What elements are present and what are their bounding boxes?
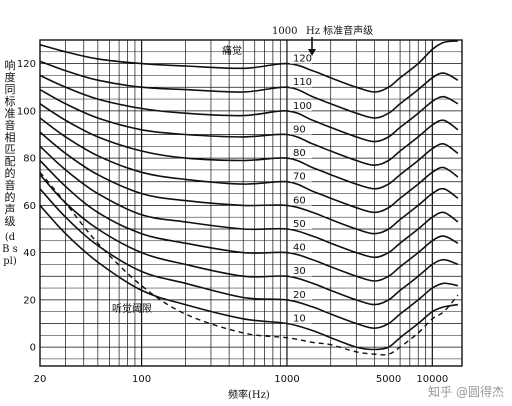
x-tick-label: 5000 xyxy=(376,374,401,385)
y-tick-label: 120 xyxy=(17,59,36,70)
standard-tone-arrowhead xyxy=(308,49,316,56)
x-tick-label: 20 xyxy=(34,374,47,385)
loudness-curve xyxy=(39,188,459,330)
x-axis-title: 频率(Hz) xyxy=(228,388,270,401)
phon-label: 60 xyxy=(293,195,306,206)
phon-label-bg xyxy=(289,217,312,229)
phon-label: 80 xyxy=(293,148,306,159)
y-axis-title-text: 响度同标准音相匹配的音的声级 xyxy=(4,59,16,228)
phon-label-bg xyxy=(289,312,312,324)
phon-label: 70 xyxy=(293,172,306,183)
pain-annotation: 痛觉 xyxy=(222,44,242,57)
phon-label-bg xyxy=(289,194,312,206)
loudness-curve xyxy=(39,145,459,259)
loudness-curve xyxy=(39,204,459,351)
phon-label-bg xyxy=(289,99,312,111)
phon-label-bg xyxy=(289,241,312,253)
equal-loudness-curves xyxy=(39,40,459,351)
loudness-curve xyxy=(39,159,459,282)
loudness-curve xyxy=(39,40,458,93)
loudness-curve xyxy=(39,103,459,190)
y-tick-label: 60 xyxy=(23,201,36,212)
phon-label-bg xyxy=(289,76,312,88)
loudness-curve xyxy=(39,117,459,214)
header-left-label: 1000 xyxy=(272,26,297,37)
x-tick-labels: 20 100 1000 5000 10000 xyxy=(34,374,449,385)
phon-label: 120 xyxy=(293,54,312,65)
hearing-threshold-curve xyxy=(39,171,459,356)
phon-label: 10 xyxy=(293,313,306,324)
grid xyxy=(39,40,462,366)
loudness-curve xyxy=(39,74,459,143)
phon-label: 30 xyxy=(293,266,306,277)
x-tick-label: 100 xyxy=(132,374,151,385)
plot-frame xyxy=(39,39,463,367)
x-tick-label: 10000 xyxy=(416,374,448,385)
x-tick-label: 1000 xyxy=(274,374,299,385)
header-right-label: Hz 标准音声级 xyxy=(306,24,373,37)
phon-label-bg xyxy=(289,265,312,277)
phon-label: 100 xyxy=(293,101,312,112)
phon-labels: 120 110 100 90 80 70 60 50 40 30 20 10 xyxy=(289,52,312,324)
phon-label: 50 xyxy=(293,219,306,230)
phon-label: 20 xyxy=(293,290,306,301)
phon-label: 110 xyxy=(293,77,312,88)
phon-label-bg xyxy=(289,147,312,159)
phon-label-bg xyxy=(289,52,312,64)
y-tick-label: 40 xyxy=(23,248,36,259)
loudness-curve xyxy=(39,131,459,235)
phon-label-bg xyxy=(289,288,312,300)
y-tick-label: 100 xyxy=(17,106,36,117)
y-tick-label: 0 xyxy=(30,343,36,354)
watermark: 知乎 @圆得杰 xyxy=(428,385,504,399)
loudness-curve xyxy=(39,88,459,167)
phon-label: 40 xyxy=(293,243,306,254)
phon-label-bg xyxy=(289,170,312,182)
y-axis-title: 响度同标准音相匹配的音的声级 (dB spl) xyxy=(2,60,18,268)
threshold-annotation: 听觉阈限 xyxy=(112,302,152,315)
loudness-curve xyxy=(39,60,459,119)
phon-label: 90 xyxy=(293,124,306,135)
y-tick-labels: 0 20 40 60 80 100 120 xyxy=(17,59,36,353)
y-tick-label: 20 xyxy=(23,295,36,306)
loudness-curve xyxy=(39,174,459,306)
phon-label-bg xyxy=(289,123,312,135)
y-axis-unit: (dB spl) xyxy=(2,232,18,267)
y-tick-label: 80 xyxy=(23,154,36,165)
